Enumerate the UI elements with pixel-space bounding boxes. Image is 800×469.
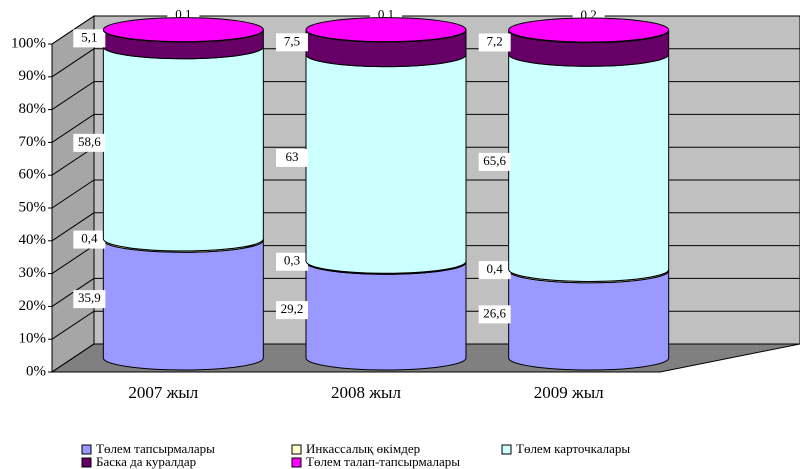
cylinder-segment bbox=[102, 240, 264, 371]
x-tick-label: 2008 жыл bbox=[331, 383, 401, 402]
cylinder-segment bbox=[305, 262, 467, 371]
legend-swatch bbox=[81, 457, 92, 468]
value-label: 7,5 bbox=[284, 33, 300, 48]
value-label-box bbox=[276, 301, 308, 320]
cylinder-segment bbox=[508, 54, 670, 282]
cylinder-cap bbox=[102, 17, 264, 43]
value-label-box bbox=[276, 148, 308, 167]
value-label-box bbox=[478, 261, 511, 280]
value-label: 5,1 bbox=[81, 29, 97, 44]
value-label-box bbox=[478, 305, 511, 324]
value-label: 63 bbox=[286, 149, 299, 164]
cylinder-segment bbox=[102, 46, 264, 252]
legend-label: Баска да куралдар bbox=[96, 454, 196, 469]
y-tick-label: 90% bbox=[19, 68, 47, 84]
cylinder-segment bbox=[305, 54, 467, 274]
value-label-box bbox=[478, 152, 511, 171]
value-label: 0,4 bbox=[81, 231, 98, 246]
value-label: 65,6 bbox=[483, 153, 506, 168]
grid-line bbox=[51, 15, 800, 45]
legend-swatch bbox=[501, 444, 512, 455]
legend-label: Төлем карточкалары bbox=[516, 441, 630, 456]
value-label-box bbox=[478, 33, 511, 52]
x-tick-label: 2009 жыл bbox=[534, 383, 604, 402]
value-label-box bbox=[276, 33, 308, 52]
y-tick-label: 20% bbox=[19, 298, 47, 314]
value-label-box bbox=[73, 29, 106, 48]
y-tick-label: 60% bbox=[19, 167, 47, 183]
y-tick-label: 70% bbox=[19, 134, 47, 150]
legend-label: Төлем талап-тапсырмалары bbox=[306, 454, 460, 469]
legend-swatch bbox=[81, 444, 92, 455]
legend-label: Төлем тапсырмалары bbox=[96, 441, 215, 456]
value-label: 7,2 bbox=[487, 33, 503, 48]
cylinder-cap bbox=[305, 17, 467, 43]
legend-label: Инкассалық өкімдер bbox=[306, 441, 420, 456]
legend-swatch bbox=[291, 457, 302, 468]
value-label: 0,3 bbox=[284, 253, 300, 268]
legend-swatch bbox=[291, 444, 302, 455]
y-tick-label: 50% bbox=[19, 199, 47, 215]
y-tick-label: 80% bbox=[19, 101, 47, 117]
value-label: 35,9 bbox=[78, 290, 101, 305]
value-label: 58,6 bbox=[78, 134, 101, 149]
value-label-box bbox=[73, 290, 106, 309]
cylinder-cap bbox=[508, 17, 670, 43]
value-label: 26,6 bbox=[483, 305, 506, 320]
value-label-box bbox=[276, 252, 308, 271]
cylinder-segment bbox=[508, 270, 670, 371]
value-label: 29,2 bbox=[281, 301, 304, 316]
value-label: 0,4 bbox=[487, 261, 504, 276]
y-tick-label: 10% bbox=[19, 331, 47, 347]
value-label-box bbox=[73, 133, 106, 152]
y-tick-label: 40% bbox=[19, 232, 47, 248]
y-tick-label: 100% bbox=[11, 35, 46, 51]
value-label-box bbox=[73, 230, 106, 249]
y-tick-label: 0% bbox=[26, 363, 46, 379]
x-tick-label: 2007 жыл bbox=[128, 383, 198, 402]
y-tick-label: 30% bbox=[19, 265, 47, 281]
